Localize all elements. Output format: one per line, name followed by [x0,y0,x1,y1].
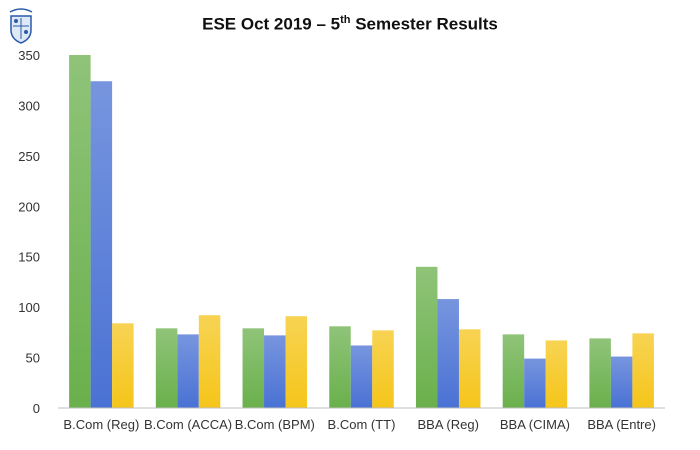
bar-series-1-1 [155,328,178,408]
bar-series-1-3 [329,326,351,408]
x-category-label: BBA (CIMA) [500,417,570,432]
bar-series-1-2 [242,328,265,408]
bar-series-2-4 [437,299,459,408]
bar-series-3-5 [545,340,568,408]
y-tick-label: 150 [18,250,40,265]
x-category-label: B.Com (Reg) [63,417,139,432]
y-tick-label: 350 [18,48,40,63]
bars [69,55,654,409]
x-category-label: BBA (Reg) [418,417,479,432]
chart-title: ESE Oct 2019 – 5th Semester Results [0,14,700,35]
y-tick-label: 300 [18,98,40,113]
chart-title-main: ESE Oct 2019 – 5 [202,14,341,34]
bar-series-2-1 [177,334,199,408]
x-category-label: B.Com (TT) [328,417,396,432]
bar-series-3-0 [112,323,134,408]
bar-series-1-6 [589,338,611,408]
x-category-label: B.Com (BPM) [235,417,315,432]
chart-title-rest: Semester Results [350,14,498,34]
bar-series-1-4 [415,266,438,408]
bar-series-1-5 [502,334,525,408]
college-crest-logo [6,6,36,46]
bar-series-3-4 [458,329,481,408]
bar-series-2-0 [90,81,113,409]
bar-series-3-6 [632,333,654,408]
chart-title-superscript: th [340,14,351,26]
y-tick-label: 100 [18,300,40,315]
y-tick-label: 50 [26,351,40,366]
bar-series-2-6 [610,356,633,408]
bar-series-2-3 [350,345,373,408]
bar-series-1-0 [69,55,91,408]
y-axis: 0 50 100 150 200 250 300 350 [18,48,40,416]
y-tick-label: 0 [33,401,40,416]
x-category-label: B.Com (ACCA) [144,417,232,432]
bar-series-3-2 [285,316,308,408]
bar-series-2-5 [524,358,546,408]
bar-series-2-2 [264,335,286,408]
bar-series-3-1 [198,315,221,408]
x-axis: B.Com (Reg) B.Com (ACCA) B.Com (BPM) B.Com … [58,407,665,432]
y-tick-label: 200 [18,199,40,214]
x-category-label: BBA (Entre) [587,417,656,432]
y-tick-label: 250 [18,149,40,164]
bar-series-3-3 [372,330,394,408]
